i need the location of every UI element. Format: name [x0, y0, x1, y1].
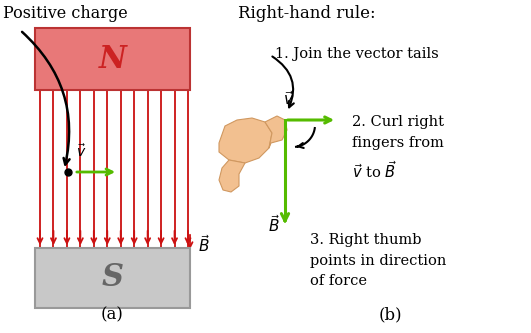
Polygon shape — [219, 118, 272, 163]
Polygon shape — [219, 160, 245, 192]
Text: S: S — [101, 262, 124, 293]
Text: $\vec{B}$: $\vec{B}$ — [198, 234, 210, 255]
Text: $\vec{v}$: $\vec{v}$ — [283, 90, 294, 108]
Text: $\vec{B}$: $\vec{B}$ — [268, 214, 280, 235]
Text: 1. Join the vector tails: 1. Join the vector tails — [275, 47, 439, 61]
Text: Right-hand rule:: Right-hand rule: — [238, 5, 375, 22]
Text: 2. Curl right
fingers from
$\vec{v}$ to $\vec{B}$: 2. Curl right fingers from $\vec{v}$ to … — [352, 115, 444, 181]
Text: $\vec{v}$: $\vec{v}$ — [76, 144, 87, 160]
Text: (a): (a) — [100, 306, 123, 323]
Text: 3. Right thumb
points in direction
of force: 3. Right thumb points in direction of fo… — [310, 233, 447, 288]
Text: (b): (b) — [378, 306, 402, 323]
FancyBboxPatch shape — [35, 248, 190, 308]
FancyBboxPatch shape — [35, 28, 190, 90]
Text: N: N — [99, 44, 126, 75]
Polygon shape — [265, 116, 287, 148]
Text: Positive charge: Positive charge — [3, 5, 128, 22]
